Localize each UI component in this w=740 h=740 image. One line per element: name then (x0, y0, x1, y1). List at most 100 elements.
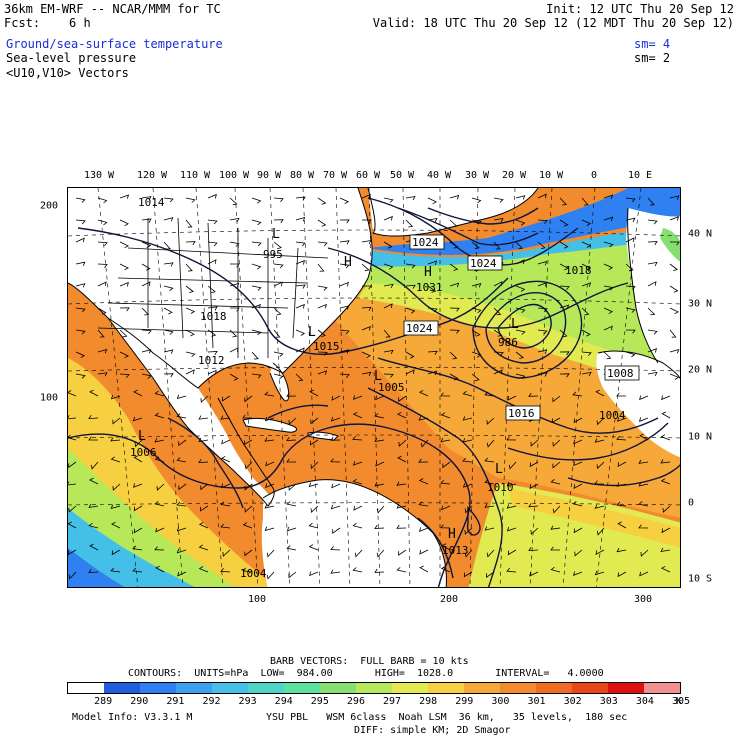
wind-barb (508, 461, 517, 470)
wind-barb (88, 568, 99, 574)
wind-barb (427, 285, 437, 293)
wind-barb (440, 412, 451, 419)
wind-barb (264, 391, 275, 397)
wind-barb (163, 307, 173, 315)
wind-barb (573, 417, 583, 424)
wind-barb (154, 390, 165, 397)
wind-barb (119, 351, 129, 359)
wind-barb (353, 505, 363, 511)
wind-barb (220, 523, 231, 529)
wind-barb (383, 263, 394, 270)
wind-barb (471, 351, 482, 358)
low-center-mark: L (138, 429, 146, 444)
wind-barb (119, 281, 129, 287)
colorbar-unit: K (676, 696, 683, 707)
wind-barb (354, 549, 363, 558)
wind-barb (176, 548, 187, 554)
wind-barb (670, 241, 680, 246)
wind-barb (625, 329, 636, 334)
colorbar-label: 302 (563, 696, 582, 707)
wind-barb (463, 571, 473, 578)
wind-barb (198, 544, 209, 551)
wind-barb (471, 283, 482, 288)
wind-barb (352, 461, 363, 466)
low-center-mark: L (511, 317, 519, 332)
sst-band (508, 488, 680, 548)
wind-barb (493, 241, 501, 250)
wind-barb (198, 437, 209, 443)
wind-barb (486, 571, 495, 578)
wind-barb (625, 285, 636, 291)
wind-barb (550, 566, 561, 573)
low-center-mark: L (272, 227, 280, 242)
wind-barb (330, 546, 341, 551)
wind-barb (515, 307, 526, 314)
wind-barb (581, 329, 591, 337)
wind-barb (594, 480, 604, 485)
wind-barb (638, 482, 649, 487)
wind-barb (295, 196, 306, 201)
wind-barb (647, 281, 657, 287)
wind-barb (163, 217, 174, 222)
wind-barb (361, 219, 372, 224)
wind-barb (449, 282, 460, 288)
wind-barb (573, 527, 583, 534)
wind-barb (251, 241, 262, 247)
wind-barb (112, 483, 121, 491)
wind-barb (265, 483, 275, 489)
pressure-label: 1015 (313, 340, 340, 353)
pressure-label: 1005 (378, 381, 405, 394)
wind-barb (244, 483, 253, 491)
wind-barb (119, 194, 130, 199)
graticule (68, 188, 680, 587)
wind-barb (75, 219, 86, 225)
wind-barb (154, 500, 165, 507)
colorbar-swatch (140, 683, 176, 693)
colorbar-label: 290 (130, 696, 149, 707)
wind-barb (177, 571, 187, 577)
wind-barb (529, 483, 539, 490)
wind-barb (581, 282, 592, 287)
wind-barb (625, 237, 635, 243)
wind-barb (330, 416, 341, 422)
wind-barb (141, 263, 151, 271)
wind-barb (440, 392, 451, 397)
wind-barb (537, 219, 548, 224)
grid-x-label: 300 (633, 594, 653, 605)
wind-barb (529, 571, 539, 577)
wind-barb (419, 527, 429, 532)
wind-barb (397, 455, 407, 463)
wind-barb (596, 527, 605, 536)
wind-barb (573, 439, 583, 445)
europe-land (626, 208, 680, 387)
wind-barb (97, 263, 108, 268)
wind-barb (603, 351, 612, 360)
wind-barb (552, 505, 561, 514)
wind-barb (295, 303, 305, 309)
wind-barb (361, 325, 371, 331)
wind-barb (471, 373, 480, 382)
wind-barb (286, 392, 297, 397)
wind-barb (383, 303, 393, 309)
sst-band (468, 483, 680, 587)
wind-barb (273, 351, 284, 357)
wind-barb (660, 565, 671, 573)
wind-barb (230, 263, 240, 268)
wind-barb (141, 281, 151, 287)
wind-barb (660, 478, 671, 485)
wind-barb (376, 505, 385, 514)
wind-barb (383, 241, 393, 249)
colorbar-swatch (572, 683, 608, 693)
lat-label: 0 (688, 497, 695, 509)
wind-barb (559, 373, 570, 378)
field-label-vectors: <U10,V10> Vectors (6, 66, 129, 80)
pressure-label: 1016 (508, 407, 535, 420)
pressure-label: 1014 (138, 196, 165, 209)
pressure-label: 1024 (406, 322, 433, 335)
pressure-label: 1024 (470, 257, 497, 270)
wind-barb (229, 329, 238, 338)
wind-barb (141, 218, 152, 223)
wind-barb (484, 526, 495, 531)
wind-barb (375, 395, 385, 401)
wind-barb (295, 241, 306, 247)
